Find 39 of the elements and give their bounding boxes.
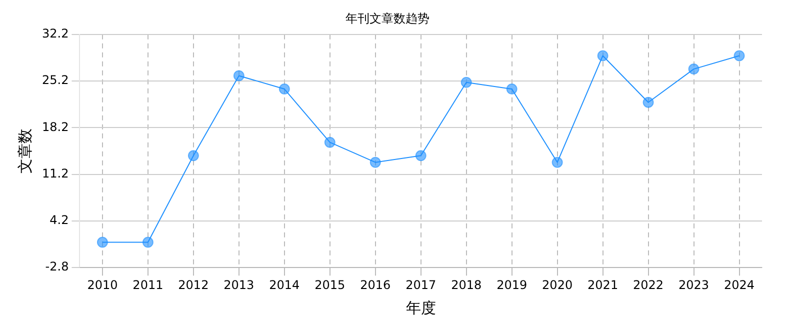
y-tick-label: 4.2: [50, 213, 69, 228]
point: [688, 64, 700, 75]
point: [142, 236, 154, 248]
x-tick-label: 2021: [588, 278, 618, 292]
x-tick-label: 2016: [360, 278, 391, 292]
y-axis-title: 文章数: [16, 128, 34, 174]
point: [597, 50, 608, 62]
x-tick-label: 2013: [224, 278, 254, 292]
point: [415, 150, 426, 162]
x-tick-label: 2015: [314, 278, 346, 292]
x-tick-label: 2018: [451, 278, 482, 292]
x-axis-title: 年度: [406, 298, 436, 317]
point: [734, 50, 745, 62]
x-tick-label: 2022: [633, 278, 664, 292]
y-tick-label: 32.2: [42, 26, 69, 41]
chart-title: 年刊文章数趋势: [346, 11, 430, 26]
point: [96, 236, 108, 248]
point: [460, 76, 472, 88]
y-tick-label: -2.8: [45, 260, 69, 274]
x-tick-label: 2024: [724, 278, 755, 292]
point: [324, 136, 336, 148]
x-tick-label: 2020: [542, 278, 573, 292]
point: [188, 150, 199, 162]
point: [552, 156, 563, 168]
y-tick-label: 18.2: [42, 120, 69, 134]
point: [233, 70, 244, 82]
point: [642, 96, 654, 108]
x-tick-label: 2010: [87, 278, 118, 292]
x-tick-label: 2011: [132, 278, 164, 292]
point: [278, 84, 290, 95]
x-tick-label: 2019: [496, 278, 528, 292]
point: [506, 84, 518, 95]
x-tick-label: 2023: [678, 278, 710, 292]
y-tick-label: 25.2: [42, 73, 69, 88]
point: [370, 156, 381, 168]
y-tick-label: 11.2: [42, 166, 69, 180]
x-tick-label: 2014: [269, 278, 300, 292]
x-tick-label: 2012: [178, 278, 209, 292]
x-tick-label: 2017: [406, 278, 436, 292]
